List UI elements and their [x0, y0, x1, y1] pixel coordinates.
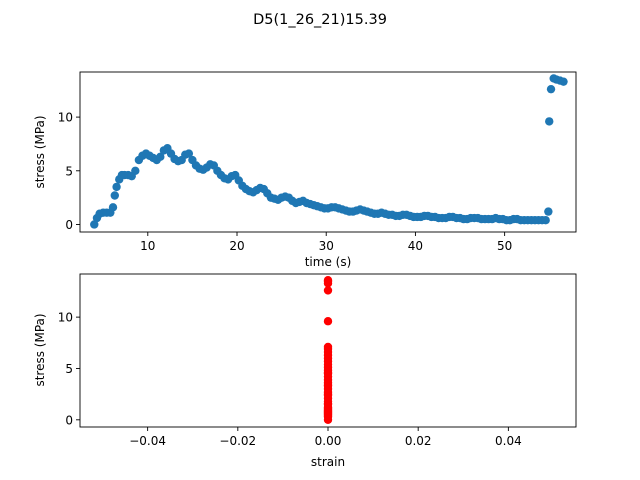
time-stress-plot-frame	[79, 71, 577, 233]
strain-stress-points	[323, 275, 333, 425]
time-stress-point	[131, 166, 140, 175]
time-stress-points	[90, 74, 568, 229]
strain-stress-point	[323, 342, 333, 352]
time-stress-point	[108, 203, 118, 212]
time-y-tick-label: 0	[65, 218, 73, 232]
strain-stress-point	[323, 317, 333, 326]
strain-x-tick-label: −0.02	[219, 434, 256, 448]
strain-stress-point	[323, 380, 333, 390]
strain-stress-point	[323, 275, 333, 285]
time-x-tick-label: 30	[319, 239, 334, 253]
time-stress-point	[546, 84, 556, 94]
strain-stress-y-ticks: 0 5 10	[58, 311, 80, 427]
strain-x-tick-label: 0.02	[405, 434, 432, 448]
strain-stress-point	[323, 399, 333, 408]
strain-x-axis-label: strain	[311, 455, 345, 469]
time-x-tick-label: 50	[497, 239, 512, 253]
strain-x-tick-label: 0.00	[315, 434, 342, 448]
strain-x-tick-label: 0.04	[495, 434, 522, 448]
time-y-tick-label: 5	[65, 164, 73, 178]
time-x-axis-label: time (s)	[305, 255, 352, 269]
strain-y-tick-label: 10	[58, 311, 73, 325]
strain-stress-axes: −0.04 −0.02 0.00 0.02 0.04 0 5 10 strain stres…	[33, 273, 577, 469]
strain-x-ticks: −0.04 −0.02 0.00 0.02 0.04	[129, 427, 522, 448]
strain-stress-y-axis-label: stress (MPa)	[33, 313, 47, 386]
time-stress-point	[184, 149, 194, 158]
time-stress-point	[90, 220, 99, 229]
time-stress-point	[112, 182, 121, 192]
time-x-tick-label: 40	[408, 239, 423, 253]
strain-stress-point	[323, 286, 333, 295]
time-stress-point	[110, 191, 119, 200]
time-y-tick-label: 10	[58, 111, 73, 125]
time-stress-axes: 10 20 30 40 50 0 5 10 time (s) stress (MPa)	[33, 71, 577, 269]
time-stress-point	[545, 117, 554, 126]
strain-y-tick-label: 0	[65, 413, 73, 427]
strain-stress-point	[323, 368, 333, 377]
strain-stress-point	[323, 389, 333, 399]
time-stress-point	[559, 77, 568, 86]
time-x-tick-label: 20	[229, 239, 244, 253]
strain-y-tick-label: 5	[65, 362, 73, 376]
time-stress-point	[156, 152, 165, 162]
time-stress-y-ticks: 0 5 10	[58, 111, 80, 232]
time-x-tick-label: 10	[140, 239, 155, 253]
time-stress-point	[544, 207, 553, 216]
strain-x-tick-label: −0.04	[129, 434, 166, 448]
time-stress-y-axis-label: stress (MPa)	[33, 115, 47, 188]
figure-title: D5(1_26_21)15.39	[253, 12, 387, 28]
time-x-ticks: 10 20 30 40 50	[140, 232, 512, 253]
time-stress-point	[541, 215, 550, 225]
